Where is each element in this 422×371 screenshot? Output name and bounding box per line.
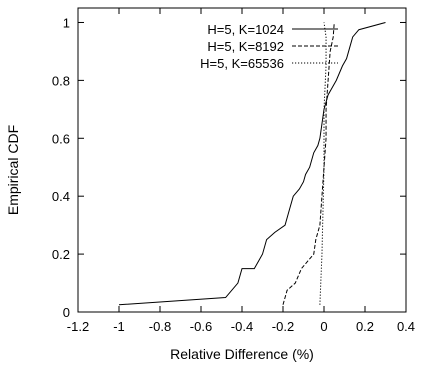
x-tick-label: -0.8 xyxy=(149,319,171,334)
y-axis-label: Empirical CDF xyxy=(5,125,21,215)
x-tick-label: -0.2 xyxy=(272,319,294,334)
x-tick-label: -1 xyxy=(113,319,125,334)
y-axis: 0 0.2 0.4 0.6 0.8 1 xyxy=(52,15,406,320)
x-axis: -1.2 -1 -0.8 -0.6 -0.4 -0.2 0 0.2 0.4 xyxy=(67,8,415,334)
y-tick-label: 0.4 xyxy=(52,189,70,204)
x-tick-label: 0.2 xyxy=(356,319,374,334)
x-tick-label: 0 xyxy=(320,319,327,334)
x-axis-label: Relative Difference (%) xyxy=(170,346,314,362)
y-tick-label: 0.2 xyxy=(52,247,70,262)
x-tick-label: -1.2 xyxy=(67,319,89,334)
legend-label-1: H=5, K=1024 xyxy=(207,22,284,37)
x-tick-label: -0.4 xyxy=(231,319,253,334)
series-line-1 xyxy=(118,21,386,306)
y-tick-label: 0 xyxy=(63,305,70,320)
series-layer xyxy=(118,21,386,306)
legend: H=5, K=1024 H=5, K=8192 H=5, K=65536 xyxy=(200,22,338,71)
series-line-3 xyxy=(319,22,327,305)
series-line-2 xyxy=(282,22,335,305)
x-tick-label: 0.4 xyxy=(397,319,415,334)
legend-label-3: H=5, K=65536 xyxy=(200,56,284,71)
x-tick-label: -0.6 xyxy=(190,319,212,334)
y-tick-label: 0.6 xyxy=(52,131,70,146)
y-tick-label: 1 xyxy=(63,15,70,30)
y-tick-label: 0.8 xyxy=(52,73,70,88)
legend-label-2: H=5, K=8192 xyxy=(207,39,284,54)
